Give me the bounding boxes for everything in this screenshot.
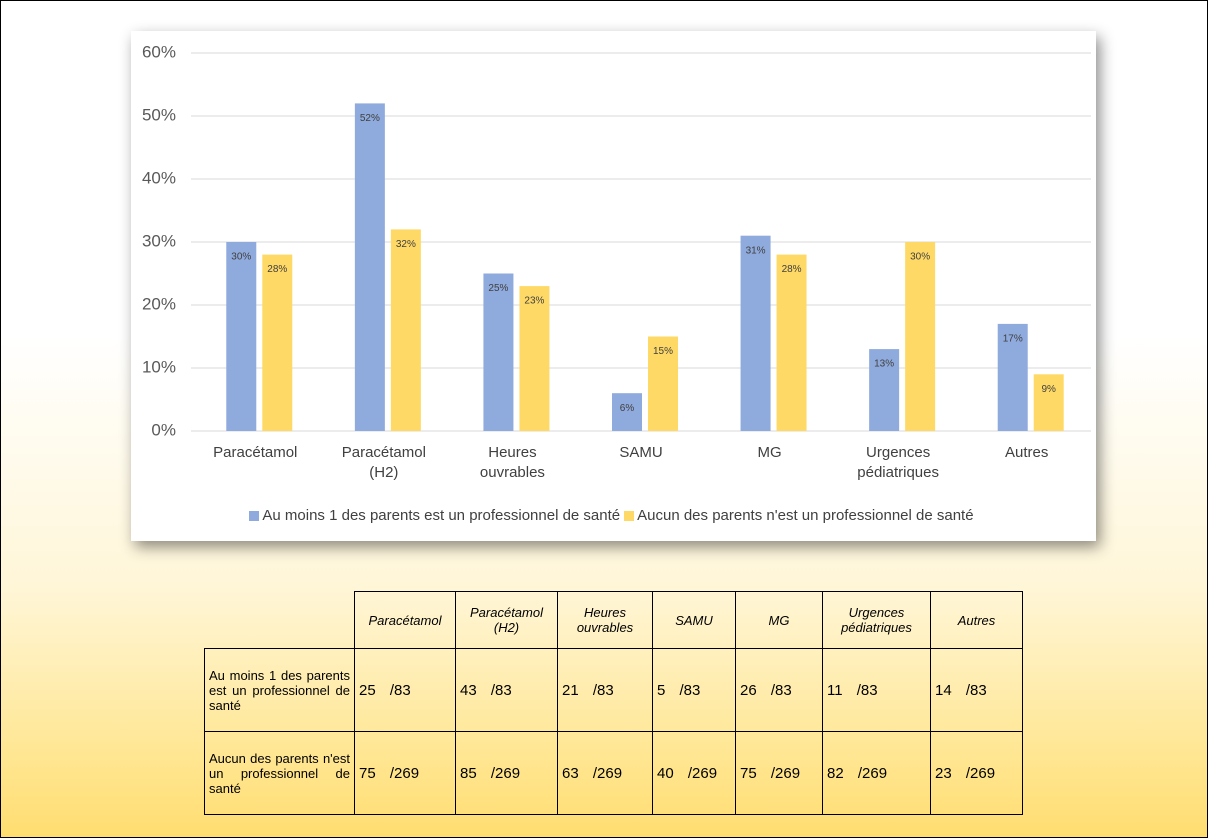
table-cell: 40 /269 [652, 731, 736, 815]
data-label: 32% [396, 239, 416, 250]
x-tick-label: Autres [1005, 444, 1049, 461]
table-cell: 82 /269 [822, 731, 931, 815]
column-header: Paracétamol [354, 591, 456, 649]
bar [648, 336, 678, 431]
bar [226, 242, 257, 431]
data-label: 23% [524, 296, 544, 307]
table-cell: 85 /269 [455, 731, 558, 815]
table-cell: 63 /269 [557, 731, 653, 815]
x-tick-label: Paracétamol (H2) [341, 444, 426, 481]
bar [905, 242, 936, 431]
table-cell: 43 /83 [455, 648, 558, 732]
bar [997, 323, 1028, 431]
y-tick-label: 40% [142, 168, 176, 187]
table-cell: 26 /83 [735, 648, 823, 732]
bar [612, 393, 642, 431]
y-tick-label: 10% [142, 357, 176, 376]
x-tick-label: Heures ouvrables [479, 444, 545, 481]
legend-swatch [624, 510, 635, 521]
bar [1033, 374, 1064, 431]
bar [740, 235, 771, 431]
data-label: 52% [360, 113, 380, 124]
column-header: Autres [930, 591, 1023, 649]
data-table: Paracétamol Paracétamol (H2) Heures ouvrab… [204, 591, 1023, 815]
y-tick-label: 20% [142, 294, 176, 313]
data-label: 28% [782, 264, 802, 275]
row-label: Au moins 1 des parents est un profession… [204, 648, 355, 732]
legend: Au moins 1 des parents est un profession… [131, 507, 1096, 524]
x-tick-label: SAMU [619, 444, 663, 461]
x-tick-label: Urgences pédiatriques [857, 444, 939, 481]
data-label: 30% [910, 252, 930, 263]
bar [776, 254, 807, 431]
column-header: Heures ouvrables [557, 591, 653, 649]
table-row: Aucun des parents n'est un professionnel… [204, 731, 1023, 815]
bar [262, 254, 293, 431]
bar [869, 349, 900, 431]
data-label: 31% [746, 245, 766, 256]
y-tick-label: 50% [142, 105, 176, 124]
x-tick-label: Paracétamol [213, 444, 298, 461]
data-label: 9% [1041, 384, 1056, 395]
table-cell: 11 /83 [822, 648, 931, 732]
y-tick-label: 0% [151, 420, 176, 439]
table-cell: 21 /83 [557, 648, 653, 732]
legend-label: Au moins 1 des parents est un profession… [262, 507, 621, 524]
row-label: Aucun des parents n'est un professionnel… [204, 731, 355, 815]
table-row: Au moins 1 des parents est un profession… [204, 648, 1023, 732]
data-label: 6% [620, 403, 635, 414]
data-label: 25% [488, 283, 508, 294]
bar [390, 229, 421, 431]
x-tick-label: MG [757, 444, 782, 461]
table-cell: 75 /269 [735, 731, 823, 815]
column-header: SAMU [652, 591, 736, 649]
table-cell: 75 /269 [354, 731, 456, 815]
legend-item: Au moins 1 des parents est un profession… [249, 507, 620, 524]
data-label: 15% [653, 346, 673, 357]
table-cell: 25 /83 [354, 648, 456, 732]
column-header: Urgences pédiatriques [822, 591, 931, 649]
table-cell: 14 /83 [930, 648, 1023, 732]
bar [519, 286, 550, 431]
table-cell: 5 /83 [652, 648, 736, 732]
y-tick-label: 60% [142, 42, 176, 61]
legend-swatch [249, 510, 260, 521]
legend-label: Aucun des parents n'est un professionnel… [637, 507, 974, 524]
legend-item: Aucun des parents n'est un professionnel… [624, 507, 974, 524]
data-label: 30% [231, 252, 251, 263]
data-label: 17% [1003, 334, 1023, 345]
column-header: MG [735, 591, 823, 649]
chart: 0% 10% 20% 30% 40% 50% 60% 30% 28% 52% 32% 25% 23% 6%… [142, 42, 1091, 439]
data-label: 13% [874, 359, 894, 370]
empty-cell [204, 591, 355, 649]
bar [483, 273, 514, 431]
data-label: 28% [267, 264, 287, 275]
table-cell: 23 /269 [930, 731, 1023, 815]
bar [354, 103, 385, 432]
column-header: Paracétamol (H2) [455, 591, 558, 649]
y-tick-label: 30% [142, 231, 176, 250]
